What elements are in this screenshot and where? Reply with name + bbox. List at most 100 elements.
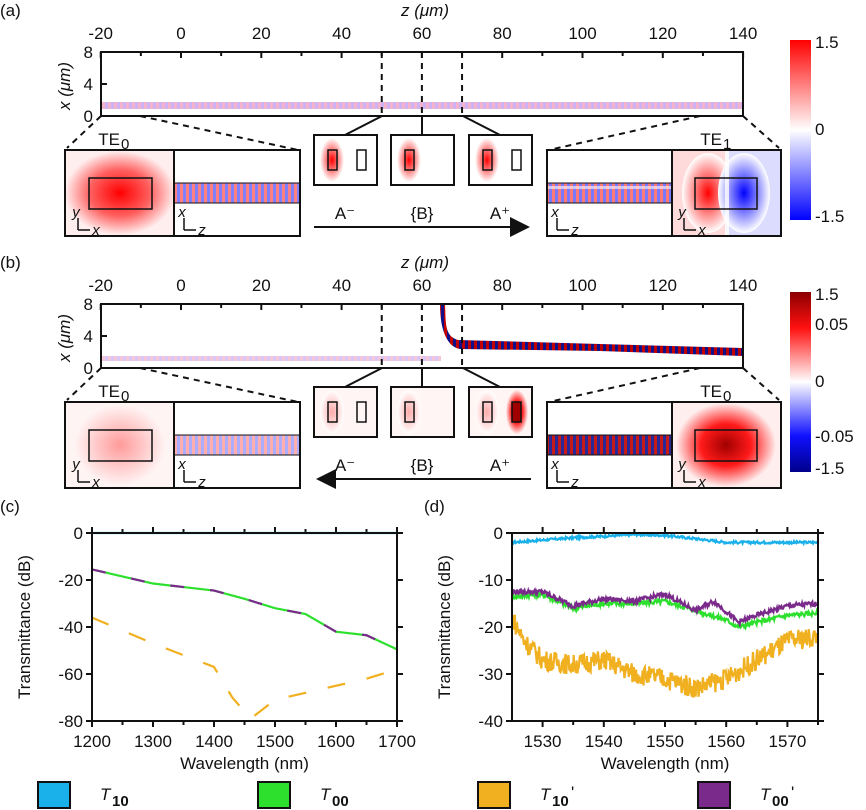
axis-letter: x bbox=[177, 456, 186, 473]
left-mode-label: TE bbox=[98, 130, 120, 149]
z-tick-label: 120 bbox=[649, 24, 677, 43]
z-tick-label: 60 bbox=[412, 276, 431, 295]
x-tick-label: 1400 bbox=[195, 732, 233, 751]
zoom-line bbox=[344, 115, 383, 136]
waveguide-core bbox=[482, 401, 493, 423]
waveguide-outline bbox=[88, 177, 153, 210]
mode-xz-field bbox=[174, 435, 300, 455]
left-mode-subscript: 0 bbox=[121, 388, 129, 405]
axis-letter: z bbox=[197, 222, 206, 239]
y-tick-label: -80 bbox=[58, 712, 83, 731]
coordinate-axes-icon bbox=[683, 470, 696, 483]
axis-letter: x bbox=[91, 222, 100, 239]
legend-label: T bbox=[760, 785, 772, 804]
waveguide-core bbox=[327, 149, 338, 171]
legend-swatch bbox=[697, 781, 731, 809]
series-line-T10 bbox=[512, 531, 818, 547]
y-tick-label: 0 bbox=[494, 524, 503, 543]
mode-lobe bbox=[320, 138, 344, 182]
series-line-T00-prime bbox=[512, 586, 818, 629]
legend-subscript: 10 bbox=[112, 793, 129, 810]
inset-frame bbox=[390, 134, 455, 186]
zoom-line bbox=[462, 115, 501, 136]
colorbar bbox=[790, 292, 811, 472]
axis-letter: x bbox=[697, 222, 706, 239]
legend-swatch bbox=[257, 781, 291, 809]
series-line-T00-prime bbox=[92, 568, 397, 651]
legend-subscript: 10 bbox=[552, 793, 569, 810]
y-tick-label: -20 bbox=[58, 571, 83, 590]
x-tick-label: 4 bbox=[84, 327, 93, 346]
waveguide-core bbox=[404, 149, 415, 171]
y-axis-title: Transmittance (dB) bbox=[15, 555, 34, 699]
colorbar-label: 1.5 bbox=[815, 33, 839, 52]
y-tick-label: -40 bbox=[478, 712, 503, 731]
colorbar-label: -1.5 bbox=[815, 207, 844, 226]
z-tick-label: 20 bbox=[252, 276, 271, 295]
right-inset-frame bbox=[546, 149, 782, 237]
plot-frame bbox=[91, 532, 398, 722]
waveguide-core bbox=[356, 149, 367, 171]
section-inset bbox=[390, 134, 455, 186]
z-tick-label: 40 bbox=[332, 24, 351, 43]
right-inset-frame bbox=[546, 401, 782, 489]
y-tick-label: -30 bbox=[478, 665, 503, 684]
chart-d: (d) 1530 1540 1550 1560 1570 0 -10 -20 -30 -40 Wave… bbox=[424, 497, 824, 773]
waveguide-core bbox=[482, 149, 493, 171]
colorbar-label: 0 bbox=[815, 120, 824, 139]
colorbar-label: -1.5 bbox=[815, 459, 844, 478]
z-tick-label: 100 bbox=[568, 24, 596, 43]
coordinate-axes-icon bbox=[556, 470, 569, 483]
zoom-line bbox=[742, 367, 780, 401]
zoom-line bbox=[66, 115, 102, 149]
left-inset-frame bbox=[64, 401, 301, 489]
section-label: A⁻ bbox=[335, 204, 355, 223]
section-inset bbox=[313, 134, 378, 186]
x-tick-label: 1700 bbox=[378, 732, 416, 751]
colorbar-label: 0.05 bbox=[815, 315, 848, 334]
zoom-line bbox=[139, 367, 299, 403]
x-tick-label: 1300 bbox=[134, 732, 172, 751]
x-tick-label: 1530 bbox=[524, 732, 562, 751]
x-tick-label: 8 bbox=[84, 43, 93, 62]
waveguide-core bbox=[404, 401, 415, 423]
coordinate-axes-icon bbox=[183, 218, 196, 231]
zoom-line bbox=[548, 115, 701, 151]
axis-letter: x bbox=[550, 204, 559, 221]
mode-profile bbox=[75, 405, 165, 485]
mode-lobe bbox=[397, 390, 421, 434]
legend-prime: ' bbox=[791, 783, 794, 802]
colorbar-label: -0.05 bbox=[815, 427, 854, 446]
x-tick-label: 1200 bbox=[73, 732, 111, 751]
right-mode-label: TE bbox=[700, 382, 722, 401]
mode-node bbox=[547, 186, 672, 189]
x-tick-label: 1550 bbox=[646, 732, 684, 751]
legend-item: T 10 ' bbox=[477, 781, 574, 810]
series-line-T10-prime bbox=[512, 614, 818, 698]
x-axis-title: Wavelength (nm) bbox=[180, 754, 309, 773]
zoom-line bbox=[548, 367, 701, 403]
zoom-line bbox=[344, 367, 383, 388]
mode-profile bbox=[676, 403, 776, 487]
z-tick-label: 140 bbox=[729, 276, 757, 295]
waveguide-outline bbox=[88, 429, 153, 462]
z-tick-label: 100 bbox=[568, 276, 596, 295]
series-group bbox=[92, 531, 397, 721]
axis-letter: z bbox=[570, 222, 579, 239]
axis-letter: x bbox=[177, 204, 186, 221]
x-tick-label: 4 bbox=[84, 75, 93, 94]
y-tick-label: -60 bbox=[58, 665, 83, 684]
right-mode-subscript: 1 bbox=[723, 136, 731, 153]
z-tick-label: -20 bbox=[88, 276, 113, 295]
axis-letter: z bbox=[197, 474, 206, 491]
left-mode-subscript: 0 bbox=[121, 136, 129, 153]
zoom-line bbox=[742, 115, 780, 149]
section-inset bbox=[468, 386, 533, 438]
series-group bbox=[512, 531, 818, 698]
axis-letter: x bbox=[550, 456, 559, 473]
inset-frame bbox=[468, 134, 533, 186]
z-tick-label: 0 bbox=[176, 276, 185, 295]
y-tick-label: -20 bbox=[478, 618, 503, 637]
z-tick-label: 80 bbox=[493, 24, 512, 43]
